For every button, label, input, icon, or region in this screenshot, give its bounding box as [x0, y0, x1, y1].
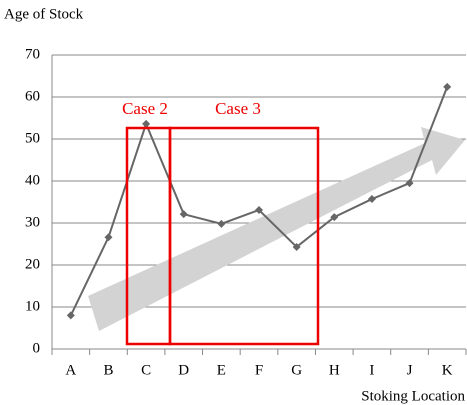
x-tick-label: C	[141, 362, 151, 378]
x-axis-label: Stoking Location	[361, 388, 465, 404]
data-point	[104, 233, 113, 242]
y-tick-label: 50	[25, 130, 40, 146]
x-tick-label: D	[178, 362, 189, 378]
case-3-label: Case 3	[215, 99, 261, 118]
data-point	[179, 210, 188, 219]
x-tick-label: G	[291, 362, 302, 378]
x-tick-label: K	[442, 362, 453, 378]
y-tick-label: 20	[25, 256, 40, 272]
y-tick-label: 40	[25, 172, 40, 188]
y-tick-label: 0	[33, 340, 41, 356]
y-axis-label: Age of Stock	[4, 6, 84, 22]
data-point	[367, 195, 376, 204]
x-tick-label: F	[255, 362, 263, 378]
x-tick-label: B	[103, 362, 113, 378]
data-point	[142, 119, 151, 128]
data-point	[330, 213, 339, 222]
data-point	[66, 311, 75, 320]
trend-arrow	[88, 127, 465, 331]
data-point	[217, 219, 226, 228]
y-tick-label: 60	[25, 88, 40, 104]
data-point	[292, 242, 301, 251]
data-point	[443, 82, 452, 91]
data-point	[405, 179, 414, 188]
y-tick-label: 70	[25, 46, 40, 62]
data-point	[255, 205, 263, 214]
case-2-label: Case 2	[122, 99, 168, 118]
y-tick-label: 30	[25, 214, 40, 230]
y-tick-label: 10	[25, 298, 40, 314]
x-tick-label: H	[329, 362, 340, 378]
x-tick-label: J	[407, 362, 413, 378]
x-tick-label: I	[369, 362, 374, 378]
x-tick-label: E	[217, 362, 226, 378]
x-tick-label: A	[65, 362, 76, 378]
case-3-box	[168, 126, 320, 346]
